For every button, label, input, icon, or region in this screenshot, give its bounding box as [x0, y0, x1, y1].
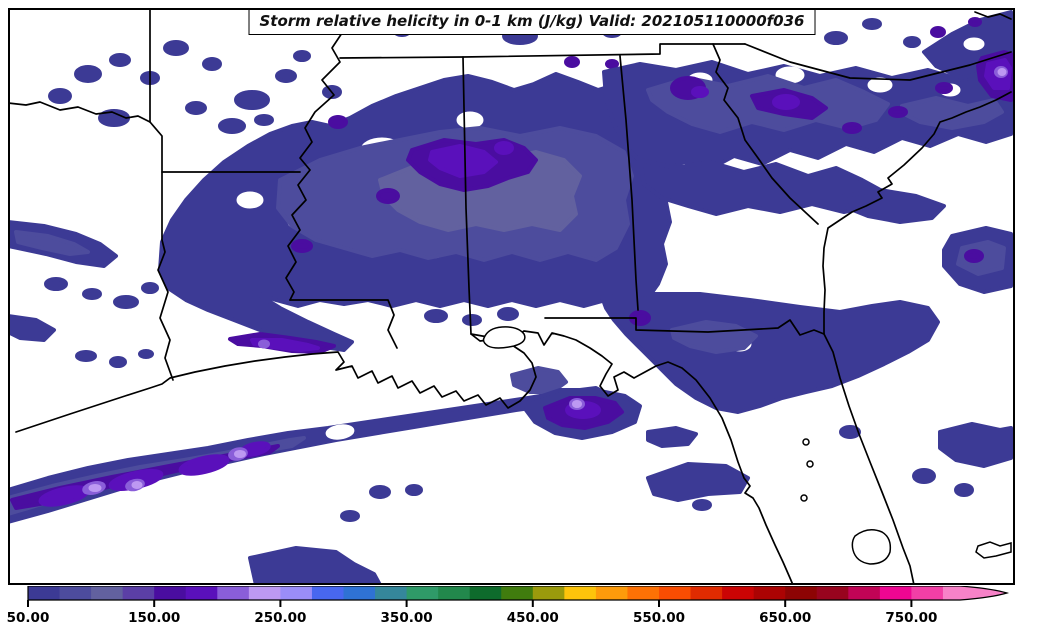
colorbar-tick-label: 550.00 — [633, 610, 685, 626]
atlantic-coastline — [822, 91, 1012, 335]
colorbar-segment — [375, 586, 408, 600]
colorbar-tick-label: 650.00 — [759, 610, 811, 626]
colorbar-tick-label: 350.00 — [381, 610, 433, 626]
florida-east-coastline — [823, 333, 915, 585]
colorbar-segment — [848, 586, 881, 600]
colorbar-segment — [753, 586, 786, 600]
colorbar-segment — [438, 586, 471, 600]
lakes-and-islands — [482, 326, 1012, 565]
florida-lake-dot — [800, 494, 808, 502]
colorbar-segment — [469, 586, 502, 600]
colorbar-segment — [532, 586, 565, 600]
colorbar-segment — [343, 586, 376, 600]
bahama-island — [975, 541, 1012, 559]
colorbar-segment — [122, 586, 155, 600]
colorbar-segment — [564, 586, 597, 600]
colorbar-segment — [816, 586, 849, 600]
helicity-contour-field — [8, 8, 1013, 585]
colorbar-svg: 50.00 150.00 250.00 350.00 450.00 550.00 650.0… — [7, 585, 1010, 626]
georgia-southcarolina-border — [712, 43, 819, 225]
tennessee-border — [339, 43, 746, 59]
colorbar-segment — [722, 586, 755, 600]
colorbar-outline — [27, 585, 1010, 601]
colorbar-segment — [627, 586, 660, 600]
texas-louisiana-border — [149, 121, 174, 381]
northcarolina-southcarolina-border — [744, 43, 1012, 81]
colorbar-segment — [659, 586, 692, 600]
colorbar-segment — [248, 586, 281, 600]
colorbar-overflow-arrow — [942, 586, 1007, 600]
colorbar: 50.00 150.00 250.00 350.00 450.00 550.00 650.0… — [0, 585, 1037, 633]
colorbar-segment — [879, 586, 912, 600]
map-title: Storm relative helicity in 0-1 km (J/kg)… — [248, 9, 816, 35]
coastline — [15, 11, 1012, 585]
red-river-border — [8, 101, 151, 123]
colorbar-segment — [595, 586, 628, 600]
mississippi-alabama-border — [462, 56, 472, 335]
florida-border — [544, 317, 825, 336]
florida-lake-dot — [802, 438, 810, 446]
state-borders — [8, 8, 1012, 381]
colorbar-segment — [28, 586, 61, 600]
florida-lake-dot — [806, 460, 814, 468]
map-area — [8, 8, 1015, 585]
colorbar-segment — [406, 586, 439, 600]
colorbar-tick-label: 50.00 — [7, 610, 50, 626]
colorbar-segment — [311, 586, 344, 600]
colorbar-segment — [690, 586, 723, 600]
colorbar-tick-label: 450.00 — [507, 610, 559, 626]
northcarolina-sound-line — [974, 11, 1012, 20]
colorbar-segment — [785, 586, 818, 600]
colorbar-tick-label: 150.00 — [128, 610, 180, 626]
colorbar-tick-label: 750.00 — [885, 610, 937, 626]
lake-okeechobee — [851, 529, 892, 565]
alabama-georgia-border — [619, 55, 639, 311]
gulf-coastline — [15, 330, 794, 585]
lake-pontchartrain — [482, 326, 526, 349]
colorbar-segment — [185, 586, 218, 600]
helicity-map — [8, 8, 1015, 585]
colorbar-segment — [91, 586, 124, 600]
louisiana-mississippi-border — [289, 299, 398, 349]
colorbar-segment — [217, 586, 250, 600]
colorbar-segment — [59, 586, 92, 600]
colorbar-segment — [911, 586, 944, 600]
colorbar-segment — [280, 586, 313, 600]
colorbar-segment — [154, 586, 187, 600]
colorbar-tick-label: 250.00 — [254, 610, 306, 626]
colorbar-segment — [501, 586, 534, 600]
mississippi-river-border — [285, 11, 353, 301]
